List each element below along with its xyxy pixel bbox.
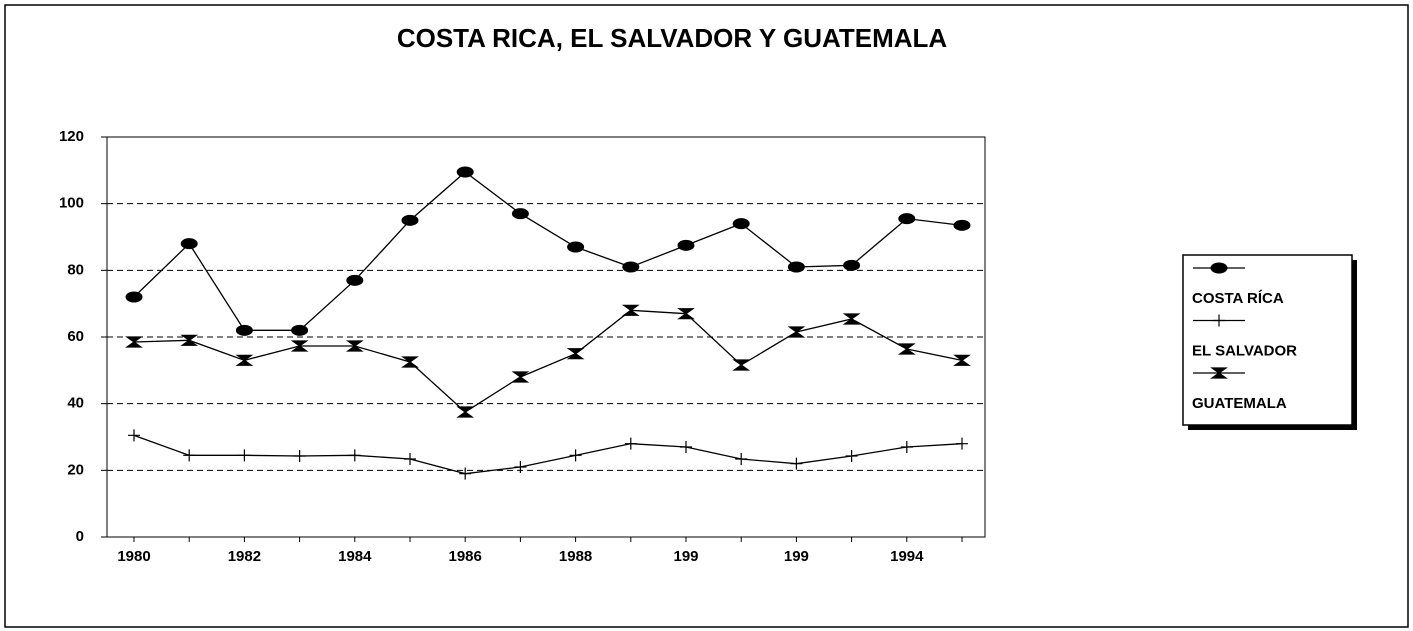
marker — [621, 304, 640, 316]
marker — [566, 348, 585, 360]
legend-label: COSTA RÍCA — [1192, 290, 1284, 307]
marker — [511, 371, 530, 383]
x-tick-label: 1988 — [559, 548, 592, 565]
marker — [953, 219, 971, 231]
marker — [735, 453, 748, 465]
series-line — [133, 309, 963, 413]
marker — [459, 467, 472, 480]
chart-title: COSTA RICA, EL SALVADOR Y GUATEMALA — [397, 23, 948, 53]
series-line — [133, 171, 963, 331]
marker — [180, 334, 199, 346]
marker — [291, 324, 309, 336]
marker — [787, 326, 806, 338]
marker — [956, 437, 968, 450]
x-tick-label: 1982 — [228, 548, 261, 565]
marker — [125, 336, 143, 348]
marker — [235, 324, 253, 336]
marker — [732, 359, 751, 371]
y-tick-label: 20 — [67, 461, 84, 478]
marker — [897, 343, 916, 355]
marker — [401, 356, 419, 368]
x-tick-label: 1986 — [449, 548, 482, 565]
marker — [238, 449, 251, 462]
marker — [624, 437, 637, 450]
x-tick-label: 199 — [784, 548, 809, 565]
marker — [183, 449, 196, 462]
marker — [845, 450, 858, 462]
marker — [900, 441, 913, 453]
marker — [732, 218, 750, 230]
marker — [401, 214, 419, 226]
marker — [180, 238, 198, 250]
marker — [456, 406, 475, 418]
y-tick-label: 40 — [67, 395, 84, 412]
marker — [125, 291, 143, 303]
x-tick-label: 1984 — [338, 548, 372, 565]
marker — [348, 449, 361, 462]
marker — [128, 429, 140, 442]
y-tick-label: 0 — [76, 528, 84, 545]
marker — [456, 166, 474, 178]
marker — [569, 449, 582, 462]
marker — [293, 450, 306, 462]
x-tick-label: 1994 — [890, 548, 924, 565]
outer-frame — [4, 4, 1409, 628]
marker — [677, 308, 695, 320]
marker — [511, 208, 529, 220]
marker — [235, 354, 254, 366]
marker — [514, 461, 527, 473]
series-line — [133, 434, 963, 475]
marker — [290, 340, 309, 352]
marker — [843, 259, 861, 271]
marker — [1210, 262, 1228, 274]
marker — [1210, 367, 1228, 379]
marker — [567, 241, 585, 253]
marker — [790, 457, 803, 470]
legend-label: GUATEMALA — [1192, 395, 1287, 412]
marker — [787, 261, 805, 273]
x-tick-label: 1980 — [117, 548, 150, 565]
marker — [953, 354, 971, 366]
y-tick-label: 120 — [59, 128, 84, 145]
marker — [842, 313, 861, 325]
marker — [1213, 314, 1225, 327]
y-tick-label: 80 — [67, 261, 84, 278]
marker — [346, 274, 364, 286]
y-tick-label: 100 — [59, 195, 84, 212]
legend-box — [1182, 254, 1353, 426]
marker — [404, 453, 416, 465]
y-tick-label: 60 — [67, 328, 84, 345]
marker — [345, 340, 364, 352]
marker — [622, 261, 640, 273]
legend-label: EL SALVADOR — [1192, 342, 1297, 359]
marker — [677, 239, 695, 251]
marker — [898, 213, 916, 225]
marker — [680, 441, 692, 453]
x-tick-label: 199 — [673, 548, 698, 565]
